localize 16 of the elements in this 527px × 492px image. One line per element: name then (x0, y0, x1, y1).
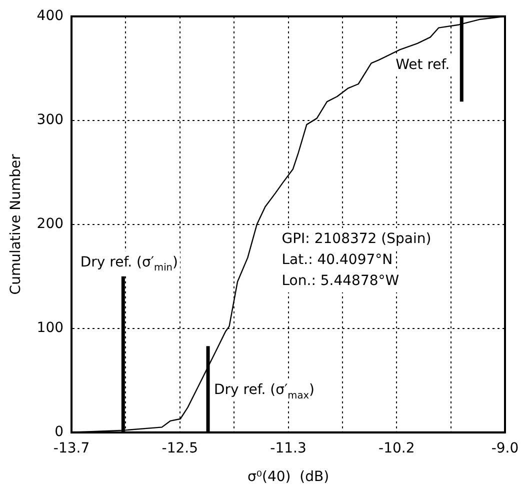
y-tick-label: 100 (36, 320, 64, 336)
x-tick-label: -12.5 (162, 440, 198, 456)
x-tick-label: -11.3 (270, 440, 306, 456)
y-axis-title: Cumulative Number (8, 154, 24, 295)
annotation: GPI: 2108372 (Spain) (282, 231, 432, 248)
y-tick-label: 200 (36, 216, 64, 232)
y-tick-label: 0 (54, 424, 64, 440)
y-tick-label: 300 (36, 112, 64, 128)
x-axis-title: σ⁰(40) (dB) (247, 469, 330, 486)
y-tick-label: 400 (36, 8, 64, 24)
x-tick-label: -9.0 (491, 440, 519, 456)
annotation: Lat.: 40.4097°N (282, 252, 393, 268)
x-tick-label: -13.7 (53, 440, 90, 456)
annotation: Lon.: 5.44878°W (282, 273, 400, 290)
x-tick-label: -10.2 (378, 440, 415, 456)
series-label: Wet ref. (396, 57, 450, 74)
